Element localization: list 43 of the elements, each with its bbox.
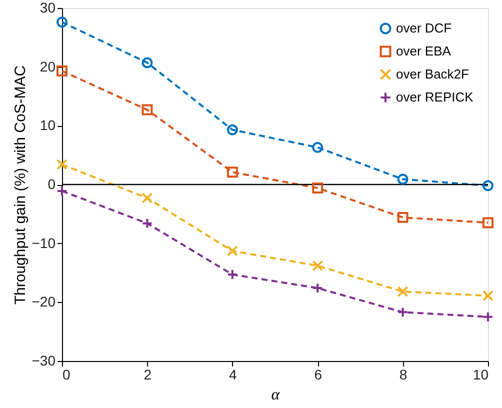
y-tick-label: 0 [48, 176, 56, 192]
legend-label: over EBA [396, 44, 452, 58]
x-tick-label: 10 [472, 366, 489, 382]
x-tick-label: 6 [314, 366, 322, 382]
point [312, 182, 324, 194]
point [397, 212, 408, 223]
x-axis-title: α [271, 386, 280, 404]
y-tick-label: 10 [40, 117, 56, 134]
x-tick-label: 8 [399, 366, 408, 382]
y-tick-label: −10 [32, 234, 56, 251]
point [142, 192, 153, 204]
legend-label: over Back2F [396, 66, 470, 82]
point [226, 269, 238, 280]
y-tick-label: 30 [40, 0, 56, 16]
point [397, 174, 408, 185]
y-tick-label: 20 [40, 58, 56, 74]
y-tick-label: −30 [32, 352, 56, 368]
point [482, 311, 494, 322]
point [56, 65, 68, 76]
point [226, 246, 238, 256]
point [142, 218, 153, 229]
point [312, 282, 324, 294]
point [397, 306, 408, 318]
y-tick-label: −20 [32, 294, 56, 310]
point [226, 166, 238, 178]
point [482, 180, 494, 192]
point [226, 124, 238, 136]
y-axis-title: Throughput gain (%) with CoS-MAC [12, 65, 29, 305]
point [482, 217, 494, 228]
point [56, 186, 68, 196]
legend-label: over DCF [396, 20, 452, 36]
point [56, 159, 68, 170]
point [56, 16, 68, 28]
x-tick-label: 2 [144, 366, 152, 382]
x-tick-label: 0 [62, 366, 70, 382]
point [312, 142, 324, 153]
x-tick-label: 4 [229, 366, 237, 382]
point [142, 104, 153, 116]
point [397, 286, 408, 298]
point [482, 290, 494, 302]
point [312, 260, 324, 272]
legend-label: over REPICK [396, 90, 474, 104]
point [142, 57, 153, 68]
